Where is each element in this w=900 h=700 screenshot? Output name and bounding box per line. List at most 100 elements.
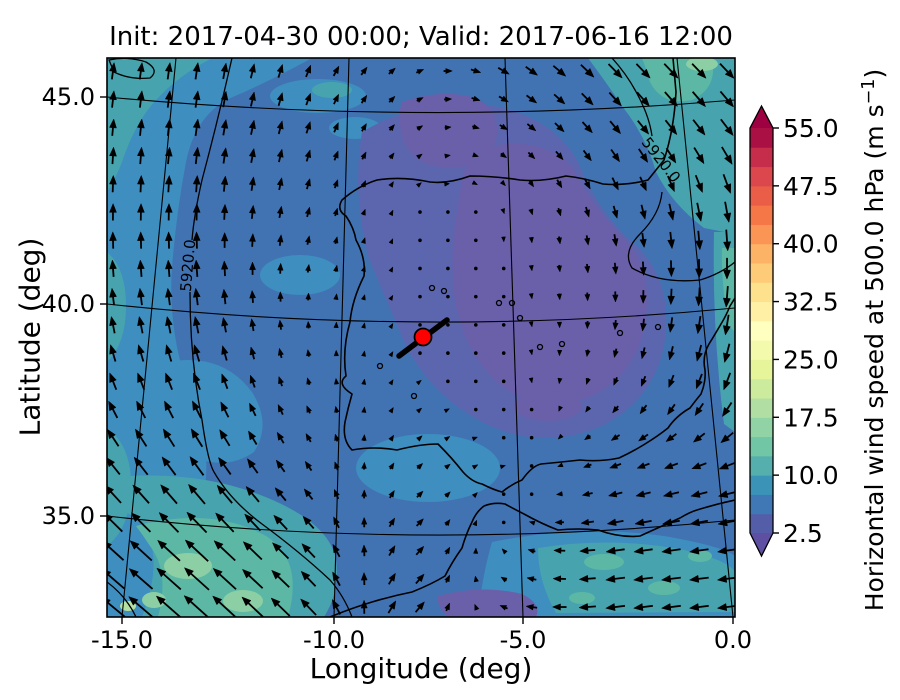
colorbar-tick-label: 25.0 xyxy=(783,345,839,374)
wind-arrow xyxy=(726,372,732,382)
wind-arrow xyxy=(671,433,677,438)
wind-arrow-head xyxy=(388,545,396,554)
wind-arrow-dot xyxy=(446,351,450,355)
wind-arrow xyxy=(670,604,681,608)
colorbar-band xyxy=(750,205,773,225)
wind-arrow xyxy=(280,382,283,387)
wind-arrow-head xyxy=(528,208,534,216)
wind-arrow-dot xyxy=(501,492,506,496)
wind-arrow xyxy=(699,432,706,438)
wind-arrow-head xyxy=(306,405,312,413)
wind-arrow xyxy=(415,551,420,556)
location-marker[interactable] xyxy=(413,327,433,347)
wind-arrow-head xyxy=(416,125,424,132)
wind-arrow-head xyxy=(271,542,282,553)
wind-arrow xyxy=(639,176,644,184)
wind-arrow xyxy=(111,436,120,447)
wind-arrow-dot xyxy=(529,492,534,496)
wind-arrow xyxy=(608,91,617,100)
colorbar-band xyxy=(750,185,773,206)
wind-arrow-head xyxy=(557,349,563,357)
wind-arrow xyxy=(221,518,235,533)
plot-border xyxy=(106,57,736,618)
wind-arrow xyxy=(306,577,317,587)
wind-arrow-head xyxy=(360,265,366,273)
wind-arrow xyxy=(278,184,282,191)
colorbar-band xyxy=(750,436,773,457)
wind-arrow xyxy=(643,462,650,467)
wind-arrow-head xyxy=(552,575,562,583)
wind-arrow-head xyxy=(334,433,340,441)
wind-arrow-head xyxy=(668,68,679,79)
wind-arrow xyxy=(250,127,254,135)
wind-arrow-head xyxy=(668,96,678,107)
wind-arrow-dot xyxy=(474,266,478,271)
wind-arrow-head xyxy=(221,260,229,270)
wind-arrow-head xyxy=(717,490,729,498)
latitude-gridline xyxy=(107,303,735,323)
wind-arrow-head xyxy=(691,462,702,470)
wind-arrow-head xyxy=(221,288,229,299)
wind-arrow-head xyxy=(606,518,617,527)
wind-arrow xyxy=(194,71,198,80)
wind-arrow xyxy=(643,491,651,495)
wind-arrow xyxy=(191,545,209,562)
wind-arrow xyxy=(614,348,618,352)
wind-arrow-head xyxy=(415,182,423,188)
small-water-feature xyxy=(508,299,516,307)
wind-arrow-head xyxy=(640,378,647,388)
wind-arrow xyxy=(726,432,734,439)
wind-arrow-head xyxy=(361,433,367,441)
wind-arrow-head xyxy=(165,344,173,355)
wind-arrow-head xyxy=(388,266,394,273)
wind-arrow-head xyxy=(164,174,173,185)
colorbar-band xyxy=(750,417,773,438)
wind-arrow-head xyxy=(472,124,481,130)
wind-arrow-head xyxy=(528,321,534,328)
wind-arrow-head xyxy=(723,212,732,224)
wind-arrow xyxy=(138,463,149,476)
wind-arrow-head xyxy=(689,518,701,527)
wind-arrow-head xyxy=(304,235,311,244)
wind-arrow-dot xyxy=(446,266,450,271)
fill-region-blueteal xyxy=(260,255,340,295)
wind-arrow-head xyxy=(607,490,618,498)
wind-arrow-head xyxy=(640,322,647,332)
wind-arrow-head xyxy=(416,435,423,442)
wind-arrow xyxy=(696,202,701,213)
wind-arrow xyxy=(670,374,675,381)
wind-arrow-head xyxy=(215,512,225,523)
wind-arrow xyxy=(585,206,588,211)
wind-arrow xyxy=(139,99,142,108)
wind-arrow-head xyxy=(332,207,339,216)
latitude-gridline xyxy=(107,515,735,536)
contour-line xyxy=(107,581,137,617)
wind-arrow xyxy=(306,185,309,190)
colorbar-band xyxy=(750,455,773,476)
wind-arrow xyxy=(112,380,118,391)
wind-arrow xyxy=(612,205,616,212)
wind-arrow xyxy=(109,518,123,533)
colorbar-band xyxy=(750,147,773,168)
colorbar-band xyxy=(750,243,773,264)
wind-arrow xyxy=(112,268,115,277)
wind-arrow-dot xyxy=(529,435,534,440)
wind-arrow-head xyxy=(305,432,313,442)
wind-arrow-head xyxy=(220,231,229,242)
wind-arrow-head xyxy=(633,546,644,555)
wind-arrow-head xyxy=(416,153,423,160)
wind-arrow-head xyxy=(556,265,562,273)
wind-arrow xyxy=(726,491,735,496)
wind-arrow xyxy=(725,229,729,242)
colorbar-tick-label: 2.5 xyxy=(783,519,823,548)
wind-arrow-head xyxy=(109,372,117,383)
wind-arrow-head xyxy=(277,291,284,299)
colorbar-band xyxy=(750,320,773,341)
wind-arrow-head xyxy=(218,456,228,468)
wind-arrow-head xyxy=(695,351,703,362)
wind-arrow-head xyxy=(444,182,451,187)
wind-arrow-head xyxy=(443,408,451,414)
axis-ticks: -15.0 -10.0 -5.0 0.0 45.0 40.0 35.0 xyxy=(42,83,753,654)
wind-arrow-head xyxy=(499,464,507,470)
